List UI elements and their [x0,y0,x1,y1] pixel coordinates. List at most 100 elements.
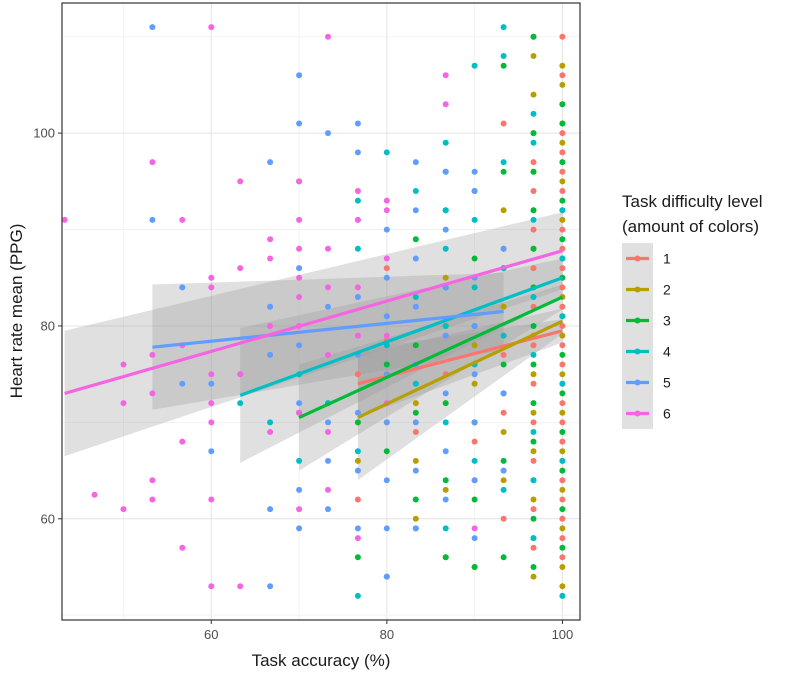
data-point-level-4 [530,294,537,300]
data-point-level-6 [208,24,215,31]
data-point-level-5 [354,467,361,474]
data-point-level-3 [500,457,507,464]
data-point-level-6 [267,255,274,262]
data-point-level-1 [500,515,507,522]
data-point-level-3 [530,438,537,445]
data-point-level-5 [325,303,331,310]
data-point-level-1 [530,419,537,426]
data-point-level-4 [559,313,566,320]
data-point-level-6 [296,216,303,223]
data-point-level-1 [530,544,537,551]
legend-label-5: 5 [663,375,671,391]
data-point-level-6 [471,525,478,532]
data-point-level-3 [442,554,449,561]
data-point-level-5 [442,448,449,455]
data-point-level-3 [500,554,507,561]
data-point-level-5 [267,303,274,310]
data-point-level-6 [383,332,390,339]
data-point-level-6 [267,429,274,435]
data-point-level-1 [383,265,390,272]
data-point-level-1 [559,419,566,426]
legend-label-2: 2 [663,282,671,298]
data-point-level-5 [208,448,215,455]
data-point-level-5 [354,294,361,300]
data-point-level-5 [412,159,419,166]
data-point-level-5 [179,284,186,291]
data-point-level-4 [500,53,507,59]
legend-key-point-2 [634,286,641,293]
legend-key-point-5 [634,379,641,386]
data-point-level-1 [471,438,478,445]
data-point-level-6 [325,351,331,358]
data-point-level-3 [442,400,449,407]
data-point-level-2 [559,583,566,590]
data-point-level-3 [412,342,419,349]
data-point-level-1 [559,149,566,156]
data-point-level-1 [559,265,566,272]
data-point-level-5 [354,149,361,156]
data-point-level-3 [559,197,566,204]
data-point-level-5 [267,159,274,166]
data-point-level-6 [149,477,156,484]
data-point-level-4 [354,197,361,204]
data-point-level-5 [267,506,274,513]
y-tick-label: 60 [41,511,55,526]
data-point-level-4 [471,284,478,291]
data-point-level-5 [325,506,331,513]
data-point-level-6 [325,284,331,291]
data-point-level-1 [559,130,566,137]
data-point-level-4 [471,216,478,223]
data-point-level-5 [383,419,390,426]
x-tick-label: 80 [380,627,394,642]
data-point-level-4 [559,380,566,387]
data-point-level-5 [412,467,419,474]
data-point-level-6 [296,245,303,252]
data-point-level-2 [559,81,566,88]
data-point-level-4 [237,400,244,407]
data-point-level-1 [500,351,507,358]
data-point-level-2 [412,400,419,407]
data-point-level-5 [471,168,478,175]
data-point-level-3 [530,207,537,214]
data-point-level-6 [354,332,361,339]
data-point-level-3 [559,467,566,474]
data-point-level-3 [500,62,507,69]
data-point-level-2 [530,371,537,378]
data-point-level-5 [500,467,507,474]
data-point-level-6 [354,188,361,194]
data-point-level-1 [559,515,566,522]
data-point-level-4 [500,24,507,31]
data-point-level-2 [500,303,507,310]
data-point-level-6 [442,72,449,79]
data-point-level-5 [471,535,478,542]
data-point-level-5 [471,419,478,426]
data-point-level-6 [325,486,331,493]
x-tick-label: 100 [552,627,574,642]
legend-label-4: 4 [663,344,671,360]
data-point-level-3 [354,419,361,426]
data-point-level-6 [149,390,156,397]
data-point-level-2 [530,53,537,59]
data-point-level-6 [383,255,390,262]
data-point-level-5 [412,207,419,214]
data-point-level-1 [559,496,566,503]
data-point-level-4 [354,245,361,252]
data-point-level-1 [530,506,537,513]
data-point-level-4 [267,419,274,426]
data-point-level-6 [179,438,186,445]
data-point-level-6 [208,400,215,407]
data-point-level-2 [559,486,566,493]
data-point-level-5 [296,265,303,272]
data-point-level-3 [559,544,566,551]
x-axis-title: Task accuracy (%) [252,651,391,670]
data-point-level-6 [208,284,215,291]
data-point-level-3 [471,564,478,570]
data-point-level-5 [383,313,390,320]
regression-line-4 [239,276,563,397]
data-point-level-5 [500,390,507,397]
data-point-level-1 [559,342,566,349]
data-point-level-5 [412,419,419,426]
regression-line-3 [298,295,564,420]
data-point-level-5 [442,168,449,175]
data-point-level-5 [500,245,507,252]
